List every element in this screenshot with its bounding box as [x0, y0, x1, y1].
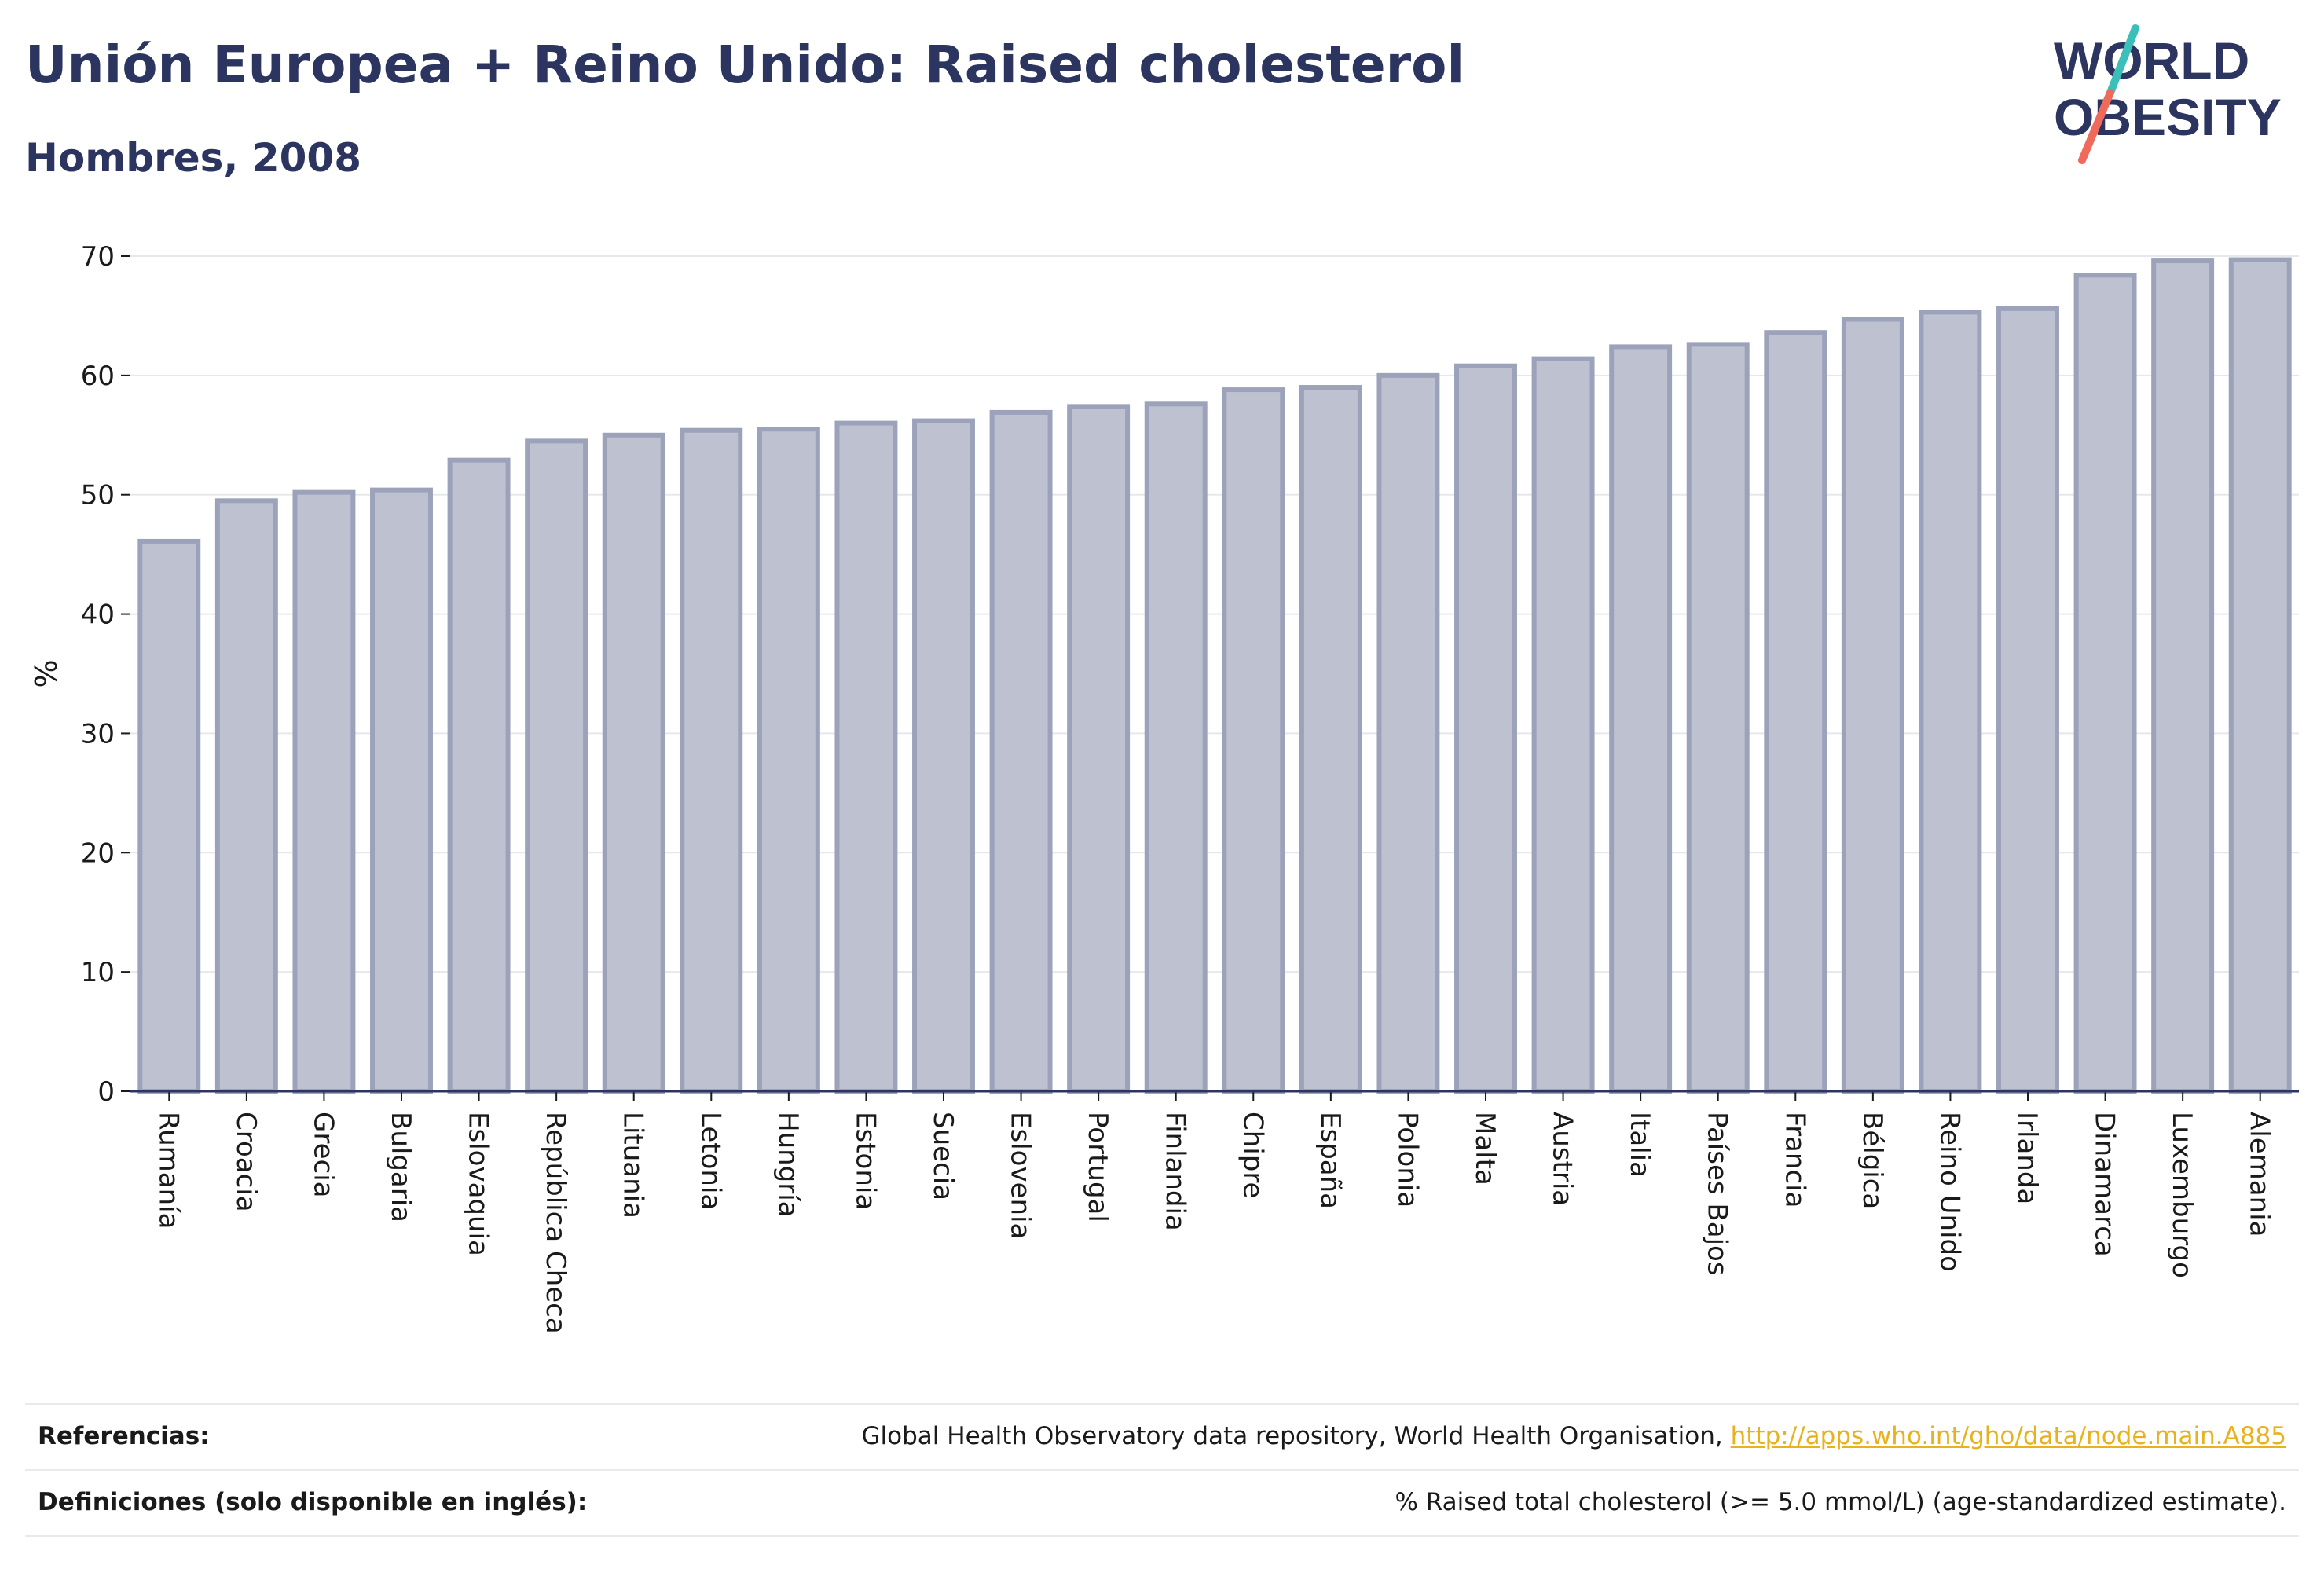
bar-croacia: [214, 498, 278, 1094]
references-text: Global Health Observatory data repositor…: [861, 1422, 1731, 1450]
bar-alemania: [2228, 257, 2292, 1094]
x-tick-label: Malta: [1469, 1112, 1501, 1186]
references-row: Referencias: Global Health Observatory d…: [25, 1405, 2299, 1469]
logo-coral-stroke: [2078, 89, 2114, 164]
x-tick-label: República Checa: [540, 1112, 571, 1334]
x-tick-label: Bélgica: [1857, 1112, 1888, 1209]
bar-luxemburgo: [2151, 258, 2215, 1094]
x-tick-label: Grecia: [307, 1112, 339, 1197]
bar-estonia: [834, 420, 898, 1094]
bar-irlanda: [1996, 306, 2059, 1094]
bars: [137, 257, 2292, 1094]
bar-italia: [1609, 344, 1673, 1094]
x-tick-label: Dinamarca: [2089, 1112, 2121, 1257]
x-tick-label: Finlandia: [1160, 1112, 1191, 1231]
x-tick-label: Italia: [1624, 1112, 1655, 1178]
definitions-row: Definiciones (solo disponible en inglés)…: [25, 1471, 2299, 1535]
references-label: Referencias:: [38, 1422, 210, 1450]
x-tick-label: Hungría: [772, 1112, 804, 1218]
y-tick-label: 0: [97, 1076, 115, 1108]
x-tick-label: Luxemburgo: [2166, 1112, 2198, 1278]
x-tick-label: Irlanda: [2011, 1112, 2043, 1204]
bar-españa: [1299, 385, 1362, 1094]
x-tick-label: Rumanía: [152, 1112, 184, 1229]
bar-francia: [1764, 330, 1827, 1094]
y-tick-label: 50: [81, 480, 115, 511]
definitions-label: Definiciones (solo disponible en inglés)…: [38, 1488, 588, 1516]
references-link[interactable]: http://apps.who.int/gho/data/node.main.A…: [1730, 1422, 2286, 1450]
x-tick-label: Eslovaquia: [463, 1112, 494, 1256]
footer-divider-bottom: [25, 1535, 2299, 1537]
y-axis-ticks: 0 10 20 30 40 50 60 70: [81, 241, 130, 1108]
x-tick-label: Austria: [1547, 1112, 1578, 1206]
x-tick-label: Lituania: [618, 1112, 649, 1219]
y-tick-label: 60: [81, 361, 115, 392]
bar-austria: [1531, 356, 1595, 1094]
bar-eslovaquia: [447, 457, 511, 1094]
x-tick-label: Chipre: [1237, 1112, 1268, 1198]
bar-lituania: [602, 432, 665, 1094]
bar-chart: 0 10 20 30 40 50 60 70 Rumanía Croacia Grecia Bulg…: [29, 241, 2299, 1334]
logo-teal-stroke: [2106, 24, 2139, 97]
x-tick-label: Reino Unido: [1934, 1112, 1965, 1272]
bar-letonia: [680, 427, 743, 1094]
x-tick-label: Portugal: [1082, 1112, 1113, 1222]
bar-polonia: [1376, 372, 1440, 1094]
bar-república-checa: [525, 438, 588, 1094]
y-tick-label: 70: [81, 241, 115, 273]
bar-reino-unido: [1919, 310, 1982, 1094]
x-tick-label: Croacia: [230, 1112, 262, 1212]
chart-subtitle: Hombres, 2008: [25, 135, 361, 181]
bar-malta: [1454, 363, 1517, 1094]
chart-title: Unión Europea + Reino Unido: Raised chol…: [25, 35, 1465, 95]
y-tick-label: 30: [81, 718, 115, 750]
y-tick-label: 20: [81, 837, 115, 869]
x-tick-label: Alemania: [2244, 1112, 2275, 1237]
bar-bélgica: [1841, 317, 1904, 1094]
bar-finlandia: [1144, 401, 1208, 1094]
bar-portugal: [1067, 404, 1131, 1094]
y-tick-label: 10: [81, 957, 115, 988]
x-tick-label: Países Bajos: [1702, 1112, 1733, 1276]
x-tick-label: Polonia: [1391, 1112, 1423, 1208]
bar-suecia: [912, 418, 975, 1094]
x-tick-label: Suecia: [927, 1112, 959, 1200]
references-value: Global Health Observatory data repositor…: [862, 1422, 2286, 1450]
y-axis-label: %: [29, 659, 64, 687]
world-obesity-logo: WORLD OBESITY: [2054, 24, 2282, 164]
definitions-value: % Raised total cholesterol (>= 5.0 mmol/…: [1395, 1488, 2286, 1516]
x-tick-label: Letonia: [695, 1112, 726, 1210]
footer-divider-top: [25, 1403, 2299, 1405]
x-tick-label: Bulgaria: [385, 1112, 416, 1222]
bar-bulgaria: [370, 487, 433, 1094]
bar-hungría: [757, 427, 820, 1094]
x-tick-label: Eslovenia: [1005, 1112, 1036, 1239]
logo-line-1: WORLD: [2054, 31, 2249, 90]
bar-grecia: [292, 489, 356, 1094]
bar-dinamarca: [2073, 273, 2137, 1094]
x-tick-label: España: [1314, 1112, 1346, 1209]
bar-países-bajos: [1686, 342, 1750, 1094]
x-axis-labels: Rumanía Croacia Grecia Bulgaria Eslovaquia Re…: [152, 1091, 2275, 1334]
x-tick-label: Francia: [1779, 1112, 1810, 1208]
bar-rumanía: [137, 538, 201, 1094]
bar-chipre: [1222, 387, 1285, 1094]
x-tick-label: Estonia: [849, 1112, 881, 1210]
footer-divider-middle: [25, 1469, 2299, 1471]
y-tick-label: 40: [81, 599, 115, 631]
bar-eslovenia: [989, 409, 1053, 1094]
